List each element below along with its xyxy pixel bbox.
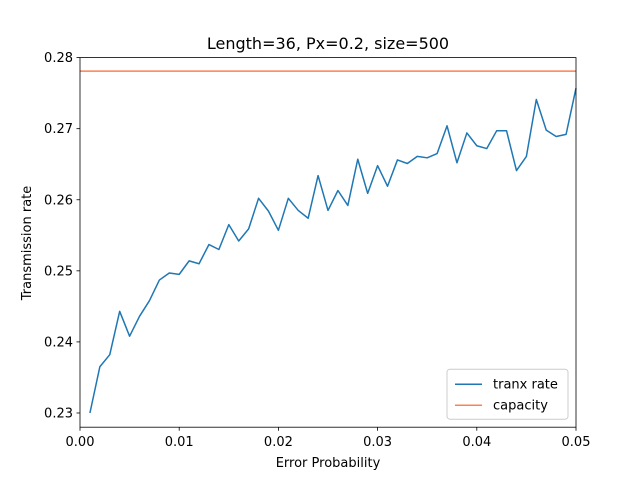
legend-box xyxy=(446,368,569,420)
y-tick-label: 0.28 xyxy=(44,51,73,66)
x-tick-label: 0.02 xyxy=(264,435,293,450)
y-axis-label: Transmission rate xyxy=(20,186,35,302)
x-tick-label: 0.03 xyxy=(363,435,392,450)
y-tick-label: 0.27 xyxy=(44,122,73,137)
x-tick-label: 0.04 xyxy=(462,435,491,450)
y-tick-label: 0.25 xyxy=(44,264,73,279)
plot-area xyxy=(79,57,577,428)
legend-label-1: capacity xyxy=(493,399,548,414)
series-line-0 xyxy=(89,88,577,414)
y-tick-label: 0.24 xyxy=(44,335,73,350)
x-tick-label: 0.05 xyxy=(562,435,591,450)
legend-label-0: tranx rate xyxy=(493,378,558,393)
chart-title: Length=36, Px=0.2, size=500 xyxy=(207,34,449,53)
legend: tranx rate capacity xyxy=(446,368,569,420)
x-axis-label: Error Probability xyxy=(276,456,381,471)
x-tick-label: 0.00 xyxy=(66,435,95,450)
x-tick-label: 0.01 xyxy=(165,435,194,450)
plot-frame xyxy=(79,57,577,428)
x-axis: 0.00 0.01 0.02 0.03 0.04 0.05 xyxy=(66,427,591,450)
y-axis: 0.23 0.24 0.25 0.26 0.27 0.28 xyxy=(44,51,80,421)
y-tick-label: 0.26 xyxy=(44,193,73,208)
y-tick-label: 0.23 xyxy=(44,406,73,421)
